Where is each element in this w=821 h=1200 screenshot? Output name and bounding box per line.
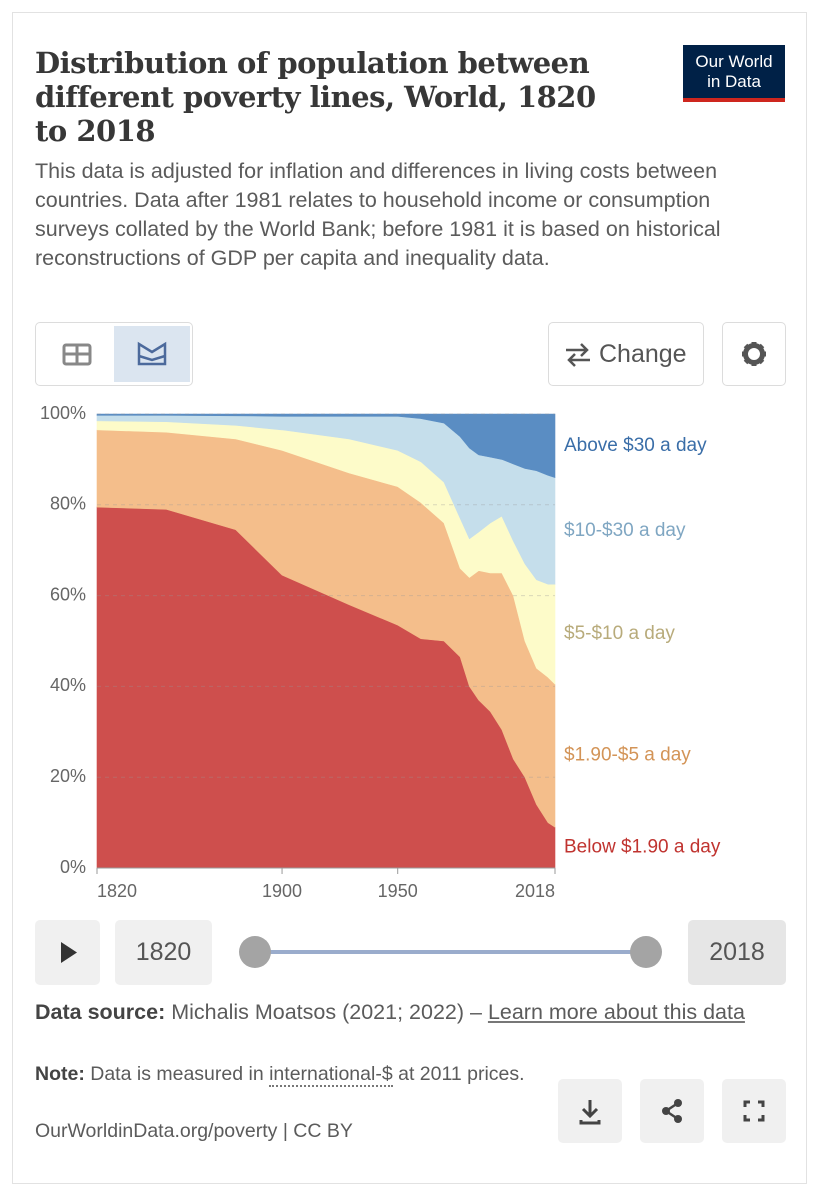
view-toggle <box>35 322 193 386</box>
title: Distribution of population between diffe… <box>35 46 596 148</box>
change-button[interactable]: Change <box>548 322 704 386</box>
logo-line: Our World <box>695 52 773 71</box>
note-label: Note: <box>35 1063 85 1085</box>
source-link[interactable]: Learn more about this data <box>487 1000 745 1024</box>
x-tick-label: 2018 <box>515 881 555 901</box>
slider-handle[interactable] <box>630 936 662 968</box>
note-text: at 2011 prices. <box>398 1063 525 1085</box>
start-year[interactable]: 1820 <box>115 920 212 985</box>
play-button[interactable] <box>35 920 100 985</box>
share-icon <box>662 1099 682 1123</box>
logo-line: in Data <box>707 72 761 91</box>
series-label: Below $1.90 a day <box>564 837 721 858</box>
data-source: Data source: Michalis Moatsos (2021; 202… <box>35 999 785 1026</box>
subtitle: This data is adjusted for inflation and … <box>35 159 721 270</box>
source-label: Data source: <box>35 1000 166 1024</box>
x-tick-label: 1820 <box>97 881 137 901</box>
x-tick-label: 1950 <box>378 881 418 901</box>
note: Note: Data is measured in international-… <box>35 1062 535 1087</box>
card <box>12 12 807 1184</box>
y-tick-label: 40% <box>50 675 86 695</box>
slider-handle[interactable] <box>239 936 271 968</box>
table-icon <box>62 343 92 366</box>
fullscreen-button[interactable] <box>722 1079 786 1143</box>
y-tick-label: 60% <box>50 584 86 604</box>
area <box>96 413 556 478</box>
source-text: Michalis Moatsos (2021; 2022) – <box>171 1000 482 1024</box>
chart-tab[interactable] <box>114 326 190 382</box>
timeline-slider[interactable] <box>230 930 670 976</box>
note-link[interactable]: international-$ <box>269 1063 393 1087</box>
fullscreen-icon <box>743 1100 765 1122</box>
logo[interactable]: Our World in Data <box>683 45 785 102</box>
series-label: $10-$30 a day <box>564 520 686 541</box>
x-tick-label: 1900 <box>262 881 302 901</box>
chart-icon <box>137 341 167 366</box>
end-year[interactable]: 2018 <box>688 920 786 985</box>
change-label: Change <box>599 340 687 368</box>
y-tick-label: 100% <box>40 403 86 423</box>
y-tick-label: 80% <box>50 494 86 514</box>
y-tick-label: 20% <box>50 766 86 786</box>
series-label: $1.90-$5 a day <box>564 745 691 766</box>
download-button[interactable] <box>558 1079 622 1143</box>
play-icon <box>61 942 77 963</box>
y-tick-label: 0% <box>60 857 86 877</box>
series-label: $5-$10 a day <box>564 623 675 644</box>
download-icon <box>579 1100 601 1125</box>
credit: OurWorldinData.org/poverty | CC BY <box>35 1120 353 1142</box>
series-label: Above $30 a day <box>564 435 707 456</box>
table-tab[interactable] <box>39 326 113 382</box>
settings-button[interactable] <box>722 322 786 386</box>
share-button[interactable] <box>640 1079 704 1143</box>
swap-icon <box>566 343 590 367</box>
gear-icon <box>742 342 766 366</box>
note-text: Data is measured in <box>90 1063 264 1085</box>
